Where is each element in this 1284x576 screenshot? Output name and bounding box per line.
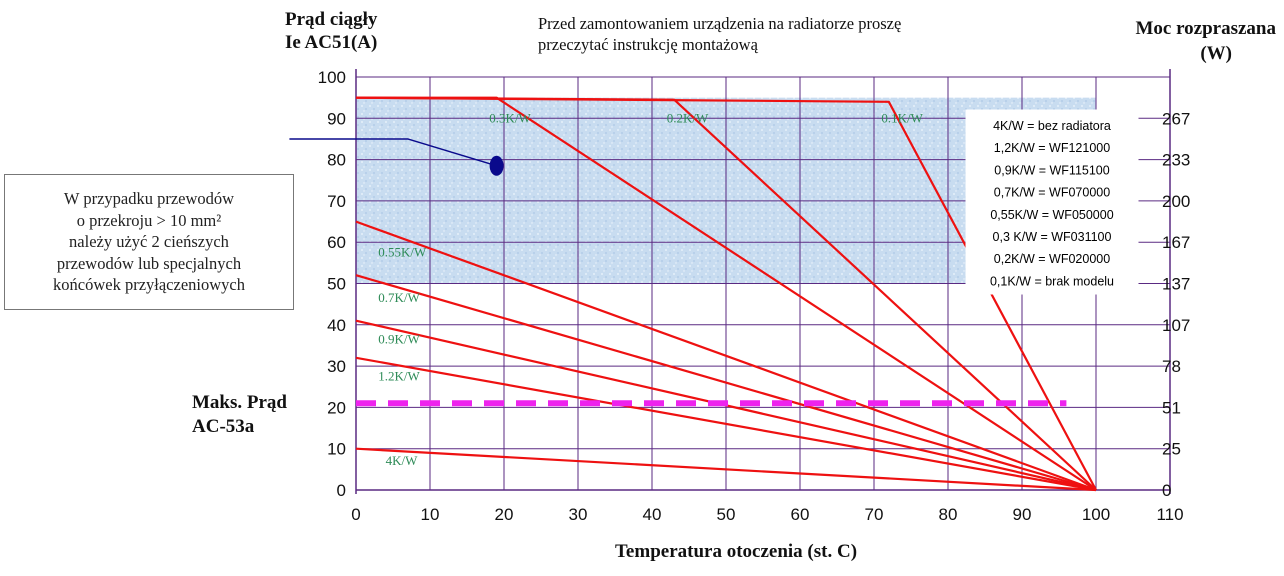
- curve-label: 0.3K/W: [489, 110, 531, 125]
- legend-layer: 4K/W = bez radiatora 1,2K/W = WF121000 0,9…: [965, 109, 1139, 295]
- right-axis-title-line-2: (W): [1200, 43, 1232, 64]
- legend-item: 0,55K/W = WF050000: [990, 208, 1113, 222]
- y-tick-label-right: 0: [1162, 481, 1171, 500]
- y-tick-label-left: 70: [327, 192, 346, 211]
- x-tick-label: 20: [495, 505, 514, 524]
- derating-curve: [355, 356, 1097, 492]
- curve-label: 4K/W: [386, 453, 419, 468]
- legend-item: 0,1K/W = brak modelu: [990, 274, 1114, 288]
- y-tick-label-left: 80: [327, 151, 346, 170]
- legend-item: 0,9K/W = WF115100: [994, 163, 1109, 177]
- legend-item: 4K/W = bez radiatora: [993, 119, 1111, 133]
- y-tick-label-left: 40: [327, 316, 346, 335]
- right-axis-title: Moc rozpraszana (W): [1135, 16, 1276, 66]
- x-tick-label: 90: [1013, 505, 1032, 524]
- y-tick-label-right: 167: [1162, 233, 1190, 252]
- y-tick-label-left: 50: [327, 275, 346, 294]
- curve-label: 0.7K/W: [378, 290, 420, 305]
- y-tick-label-right: 233: [1162, 151, 1190, 170]
- x-tick-label: 80: [939, 505, 958, 524]
- curve-label: 0.1K/W: [881, 110, 923, 125]
- x-tick-label: 60: [791, 505, 810, 524]
- y-tick-label-right: 267: [1162, 109, 1190, 128]
- y-tick-label-left: 0: [337, 481, 346, 500]
- curve-label: 0.9K/W: [378, 331, 420, 346]
- y-tick-label-left: 60: [327, 233, 346, 252]
- x-tick-label: 110: [1156, 505, 1183, 524]
- chart-title-line-1: Przed zamontowaniem urządzenia na radiat…: [538, 14, 902, 33]
- leader-line: [289, 138, 497, 167]
- wire-note-line-1: W przypadku przewodów: [63, 189, 235, 209]
- curve-label: 0.55K/W: [378, 245, 427, 260]
- derating-curve: [355, 274, 1097, 492]
- y-tick-label-left: 20: [327, 398, 346, 417]
- tick-labels-layer: 0102030405060708090100025517810713716720…: [318, 68, 1191, 524]
- derating-curve: [355, 220, 1097, 492]
- y-tick-label-right: 200: [1162, 192, 1190, 211]
- y-tick-label-right: 51: [1162, 398, 1181, 417]
- left-axis-title-line-1: Prąd ciągły: [285, 9, 378, 30]
- max-current-label: Maks. Prąd AC-53a: [192, 391, 287, 439]
- y-tick-label-right: 78: [1162, 357, 1181, 376]
- left-axis-title: Prąd ciągły Ie AC51(A): [285, 8, 377, 54]
- marker-dot: [489, 155, 504, 176]
- x-tick-label: 40: [643, 505, 662, 524]
- y-tick-label-left: 30: [327, 357, 346, 376]
- legend-item: 1,2K/W = WF121000: [994, 141, 1110, 155]
- max-current-label-line-2: AC-53a: [192, 416, 255, 437]
- right-axis-title-line-1: Moc rozpraszana: [1135, 18, 1276, 39]
- x-tick-label: 30: [569, 505, 588, 524]
- chart-title-line-2: przeczytać instrukcję montażową: [538, 35, 758, 54]
- y-tick-label-left: 100: [318, 68, 346, 87]
- chart-title: Przed zamontowaniem urządzenia na radiat…: [538, 13, 901, 55]
- x-tick-label: 0: [351, 505, 360, 524]
- derating-curve: [355, 447, 1097, 492]
- x-tick-label: 100: [1082, 505, 1110, 524]
- x-tick-label: 50: [717, 505, 736, 524]
- wire-note-line-5: końcówek przyłączeniowych: [53, 275, 245, 295]
- y-tick-label-right: 137: [1162, 275, 1190, 294]
- y-tick-label-left: 10: [327, 440, 346, 459]
- legend-item: 0,2K/W = WF020000: [994, 252, 1110, 266]
- legend-item: 0,7K/W = WF070000: [994, 186, 1110, 200]
- max-current-label-line-1: Maks. Prąd: [192, 392, 287, 413]
- left-axis-title-line-2: Ie AC51(A): [285, 32, 378, 53]
- y-tick-label-right: 25: [1162, 440, 1181, 459]
- curve-label: 1.2K/W: [378, 369, 420, 384]
- legend-item: 0,3 K/W = WF031100: [993, 230, 1112, 244]
- wire-note-line-3: należy użyć 2 cieńszych: [69, 232, 229, 252]
- curve-label: 0.2K/W: [667, 110, 709, 125]
- legend-box: [965, 109, 1139, 295]
- derating-curve: [355, 96, 1097, 491]
- marker-layer: [289, 138, 504, 176]
- x-tick-label: 70: [865, 505, 884, 524]
- x-axis-label: Temperatura otoczenia (st. C): [615, 541, 858, 562]
- wire-note-box: W przypadku przewodów o przekroju > 10 m…: [4, 174, 294, 310]
- x-tick-label: 10: [421, 505, 440, 524]
- y-tick-label-right: 107: [1162, 316, 1190, 335]
- wire-note-line-2: o przekroju > 10 mm²: [76, 210, 222, 230]
- y-tick-label-left: 90: [327, 109, 346, 128]
- curves-layer: 4K/W 1.2K/W 0.9K/W 0.7K/W 0.55K/W 0.3K/W 0.2K/…: [355, 96, 1097, 492]
- wire-note-line-4: przewodów lub specjalnych: [56, 253, 242, 273]
